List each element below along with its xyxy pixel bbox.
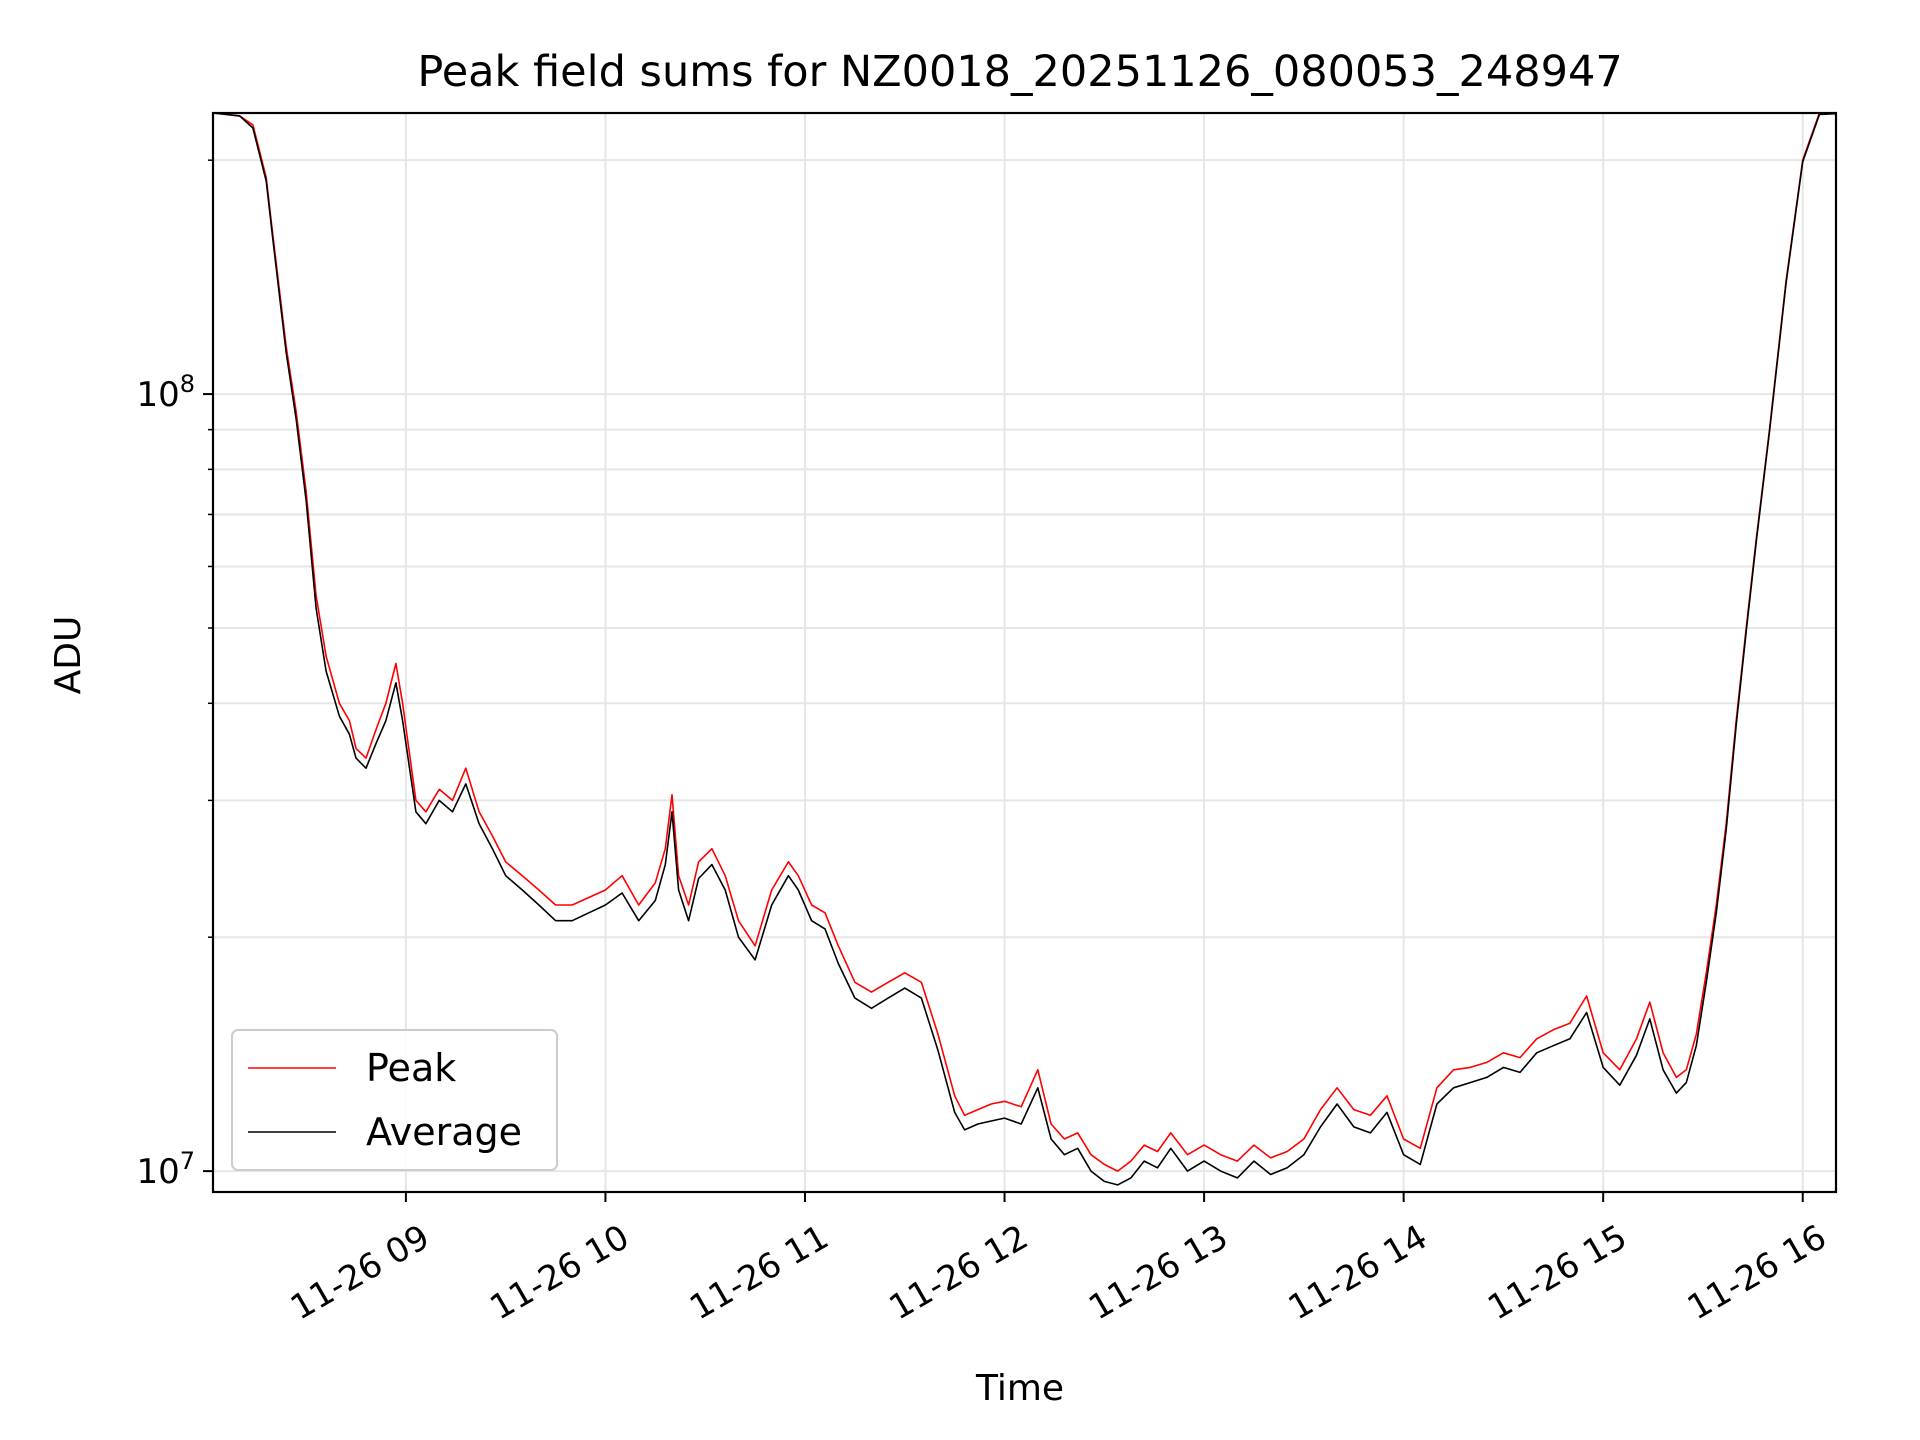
legend: Peak Average <box>231 1029 558 1171</box>
series-lines <box>212 112 1837 1186</box>
plot-frame <box>211 111 1838 1194</box>
legend-average-label: Average <box>366 1110 522 1154</box>
series-line-average <box>212 112 1837 1186</box>
y-tick-label: 107 <box>136 1147 195 1192</box>
legend-peak-label: Peak <box>366 1046 456 1090</box>
chart-title: Peak field sums for NZ0018_20251126_0800… <box>417 47 1622 97</box>
y-axis-ticks: 107 108 <box>136 159 213 1192</box>
x-axis-title: Time <box>975 1368 1064 1409</box>
series-line-peak <box>212 112 1836 1172</box>
y-axis-title: ADU <box>48 616 89 695</box>
grid-lines <box>213 113 1836 1192</box>
legend-box <box>231 1029 558 1171</box>
y-tick-label: 108 <box>136 370 195 415</box>
